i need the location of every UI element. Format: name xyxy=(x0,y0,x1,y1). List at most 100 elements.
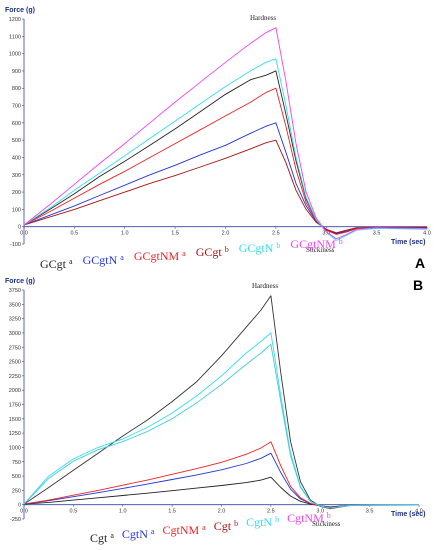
panel-b-legend-item-cgt-b: Cgt xyxy=(214,519,232,533)
panel-b-y-tick-label: 1500 xyxy=(9,417,21,423)
panel-b-legend-item-cgtn-a: CgtN xyxy=(122,527,148,541)
panel-b-x-tick-label: 2.5 xyxy=(267,509,275,515)
panel-a-y-tick-label: 1200 xyxy=(9,17,21,23)
panel-a-series-gcgt-a xyxy=(23,70,428,235)
panel-a-hardness-annotation: Hardness xyxy=(250,14,276,22)
panel-b-label: B xyxy=(413,277,423,293)
panel-a-chart: Force (g) Time (sec) Hardness Stickiness… xyxy=(5,7,431,271)
panel-a-legend-item-gcgtnm-a: GCgtNM xyxy=(134,249,180,263)
panel-b-y-tick-label: 2000 xyxy=(9,388,21,394)
panel-b-x-tick-label: 0.0 xyxy=(20,509,28,515)
panel-b-x-tick-label: 4.0 xyxy=(415,509,423,515)
panel-a-x-axis-title: Time (sec) xyxy=(391,239,426,246)
panel-b-y-tick-label: 2500 xyxy=(9,360,21,366)
panel-b-series-cgt-b xyxy=(23,295,420,510)
panel-a-y-tick-label: 900 xyxy=(12,69,21,75)
panel-b-legend-superscript: a xyxy=(202,523,206,532)
panel-b-legend: Cgt a CgtN a CgtNM a Cgt b CgtN b CgtNM b xyxy=(90,511,331,545)
panel-a-legend-superscript: b xyxy=(225,245,229,254)
panel-b-x-tick-label: 3.0 xyxy=(316,509,324,515)
panel-b-series-cgtn-b xyxy=(23,332,420,509)
panel-b-y-tick-label: 0 xyxy=(18,503,21,509)
panel-b-legend-superscript: b xyxy=(234,519,238,528)
panel-a-legend-superscript: b xyxy=(276,241,280,250)
panel-b-y-tick-label: 750 xyxy=(12,460,21,466)
panel-a-series-gcgtnm-b xyxy=(23,27,428,240)
panel-b-y-tick-label: 3250 xyxy=(9,317,21,323)
panel-b-y-tick-label: 500 xyxy=(12,474,21,480)
panel-b-legend-superscript: a xyxy=(110,531,114,540)
panel-a-x-tick-label: 3.0 xyxy=(322,231,330,237)
panel-a-series-gcgt-b xyxy=(23,139,428,234)
panel-a-y-tick-label: 200 xyxy=(12,190,21,196)
panel-a-y-tick-label: 500 xyxy=(12,138,21,144)
panel-b-x-tick-label: 1.5 xyxy=(168,509,176,515)
panel-a-legend-item-gcgt-a: GCgt xyxy=(40,257,67,271)
panel-b-y-tick-label: 1250 xyxy=(9,431,21,437)
panel-b-y-tick-label: 2250 xyxy=(9,374,21,380)
panel-b-x-tick-label: 3.5 xyxy=(366,509,374,515)
panel-b-series-cgt-a xyxy=(23,476,419,508)
panel-a-y-tick-label: 100 xyxy=(12,207,21,213)
panel-a-legend-superscript: b xyxy=(339,237,343,246)
panel-b-y-tick-label: 3750 xyxy=(9,288,21,294)
panel-a-x-tick-label: 1.0 xyxy=(121,231,129,237)
panel-a-series-gcgtnm-a xyxy=(23,87,428,235)
panel-a-y-tick-label: 1100 xyxy=(9,34,21,40)
panel-a-y-tick-label: -100 xyxy=(10,242,21,248)
panel-b-legend-item-cgtnm-a: CgtNM xyxy=(162,523,199,537)
panel-a-x-tick-label: 3.5 xyxy=(373,231,381,237)
panel-a-series-gcgtn-a xyxy=(23,122,428,235)
panel-b-stickiness-annotation: Stickiness xyxy=(312,520,341,528)
panel-b-y-axis-title: Force (g) xyxy=(5,278,35,285)
panel-b-x-tick-label: 2.0 xyxy=(218,509,226,515)
panel-b-legend-item-cgtn-b: CgtN xyxy=(246,515,272,529)
panel-b-x-tick-label: 1.0 xyxy=(119,509,127,515)
panel-a-legend-superscript: a xyxy=(69,257,73,266)
panel-a-legend-item-gcgtn-b: GCgtN xyxy=(239,241,274,255)
panel-b-y-tick-label: 3500 xyxy=(9,302,21,308)
panel-a-legend-text: GCgt a GCgtN a GCgtNM a GCgt b GCgtN b GCgtNM b xyxy=(40,237,343,271)
panel-a-x-tick-label: 2.0 xyxy=(222,231,230,237)
panel-b-legend-superscript: a xyxy=(151,527,155,536)
panel-b-legend-superscript: b xyxy=(327,511,331,520)
panel-b-series-cgtnm-a xyxy=(23,441,419,509)
panel-b-series-cgtnm-b xyxy=(23,343,420,509)
panel-a-x-tick-label: 1.5 xyxy=(171,231,179,237)
panel-b-y-tick-label: 250 xyxy=(12,488,21,494)
panel-a-series-gcgtn-b xyxy=(23,58,428,241)
panel-b-y-tick-label: 3000 xyxy=(9,331,21,337)
panel-a-legend-item-gcgtn-a: GCgtN xyxy=(83,253,118,267)
panel-a-stickiness-annotation: Stickiness xyxy=(306,246,335,254)
panel-b-y-tick-label: 1750 xyxy=(9,403,21,409)
panel-b-legend-superscript: b xyxy=(275,515,279,524)
panel-a-y-axis-title: Force (g) xyxy=(5,7,35,14)
panel-a-y-tick-label: 0 xyxy=(18,225,21,231)
panel-b-legend-item-cgtnm-b: CgtNM xyxy=(287,511,324,525)
panel-a-x-tick-label: 4.0 xyxy=(423,231,431,237)
panel-b-x-axis-title: Time (sec) xyxy=(391,511,426,518)
panel-a-legend-item-gcgt-b: GCgt xyxy=(196,245,223,259)
panel-a-y-tick-label: 300 xyxy=(12,173,21,179)
panel-a-y-tick-label: 800 xyxy=(12,86,21,92)
panel-a-x-tick-label: 2.5 xyxy=(272,231,280,237)
panel-a-y-tick-label: 400 xyxy=(12,155,21,161)
panel-b-chart: Force (g) Time (sec) Hardness Stickiness… xyxy=(5,277,426,528)
panel-b-y-tick-label: 2750 xyxy=(9,345,21,351)
panel-b-y-tick-label: 1000 xyxy=(9,445,21,451)
panel-b-x-tick-label: 0.5 xyxy=(70,509,78,515)
panel-a-label: A xyxy=(415,255,425,271)
panel-a-x-tick-label: 0.0 xyxy=(20,231,28,237)
panel-b-legend-text: Cgt a CgtN a CgtNM a Cgt b CgtN b CgtNM b xyxy=(90,511,331,545)
panel-a-y-tick-label: 1000 xyxy=(9,52,21,58)
panel-a-legend-superscript: a xyxy=(120,253,124,262)
panel-b-hardness-annotation: Hardness xyxy=(252,282,278,290)
panel-a-x-tick-label: 0.5 xyxy=(71,231,79,237)
panel-a-legend: GCgt a GCgtN a GCgtNM a GCgt b GCgtN b GCgtNM b xyxy=(40,237,343,271)
panel-b-y-tick-label: -250 xyxy=(10,517,21,523)
panel-a-legend-item-gcgtnm-b: GCgtNM xyxy=(290,237,336,251)
panel-a-y-tick-label: 700 xyxy=(12,104,21,110)
panel-b-legend-item-cgt-a: Cgt xyxy=(90,531,108,545)
panel-a-y-tick-label: 600 xyxy=(12,121,21,127)
